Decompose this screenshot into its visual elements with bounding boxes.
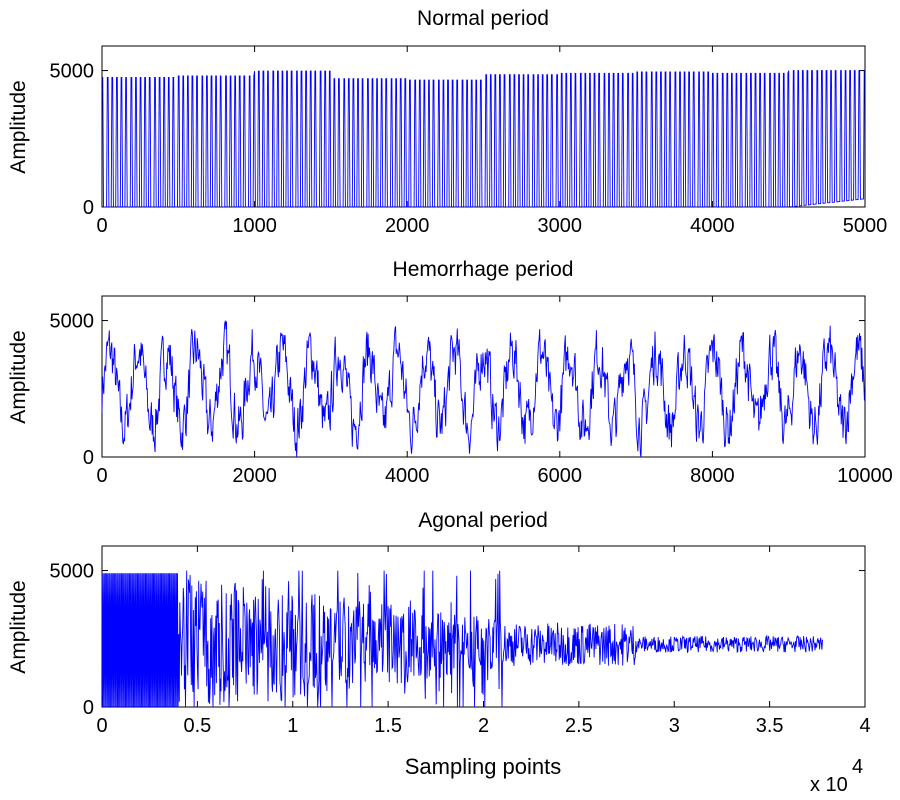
signal-series [102,70,865,208]
normal-period-subplot: Normal period Amplitude 0 1000 2000 3000 400… [7,7,887,237]
signal-series [101,320,865,458]
tick-labels: 0 2000 4000 6000 8000 10000 0 5000 [50,311,893,487]
x-tick-label: 2000 [385,215,430,237]
axis-ticks [101,296,866,458]
x-tick-label: 3.5 [756,715,784,737]
y-tick-label: 5000 [50,311,95,333]
x-tick-label: 4000 [385,465,430,487]
y-axis-label: Amplitude [7,80,30,173]
x-tick-label: 3000 [538,215,583,237]
x-tick-label: 4000 [690,215,735,237]
x-tick-label: 2.5 [565,715,593,737]
y-axis-label: Amplitude [7,580,30,673]
x-tick-label: 0 [96,465,107,487]
chart-title: Normal period [417,7,549,30]
x-tick-label: 0 [96,715,107,737]
series-line [101,570,823,708]
x-tick-label: 8000 [690,465,735,487]
y-tick-label: 0 [83,447,94,469]
y-tick-label: 5000 [50,61,95,83]
x-tick-label: 1 [287,715,298,737]
x-multiplier-exponent: 4 [852,756,863,778]
x-tick-label: 4 [859,715,870,737]
x-tick-label: 2 [478,715,489,737]
chart-title: Hemorrhage period [393,258,574,281]
axis-ticks [101,546,866,708]
x-multiplier-label: x 10 [810,774,848,796]
x-tick-label: 0 [96,215,107,237]
x-tick-label: 0.5 [183,715,211,737]
series-line [102,70,865,208]
x-tick-label: 1.5 [374,715,402,737]
y-axis-label: Amplitude [7,330,30,423]
tick-labels: 0 0.5 1 1.5 2 2.5 3 3.5 4 0 5000 [50,561,871,737]
series-line [101,320,865,458]
x-tick-label: 3 [669,715,680,737]
x-tick-label: 2000 [232,465,277,487]
agonal-period-subplot: Agonal period Amplitude 0 0.5 1 1.5 2 2.5 3 3.5… [7,509,871,796]
y-tick-label: 0 [83,697,94,719]
x-tick-label: 5000 [843,215,888,237]
hemorrhage-period-subplot: Hemorrhage period Amplitude 0 2000 4000 600… [7,258,893,487]
signal-series [101,570,823,708]
tick-labels: 0 1000 2000 3000 4000 5000 0 5000 [50,61,888,237]
x-tick-label: 10000 [837,465,893,487]
chart-title: Agonal period [418,509,548,532]
x-axis-label: Sampling points [405,754,562,779]
x-tick-label: 6000 [538,465,583,487]
y-tick-label: 0 [83,197,94,219]
y-tick-label: 5000 [50,561,95,583]
axis-ticks [101,46,866,208]
x-tick-label: 1000 [232,215,277,237]
